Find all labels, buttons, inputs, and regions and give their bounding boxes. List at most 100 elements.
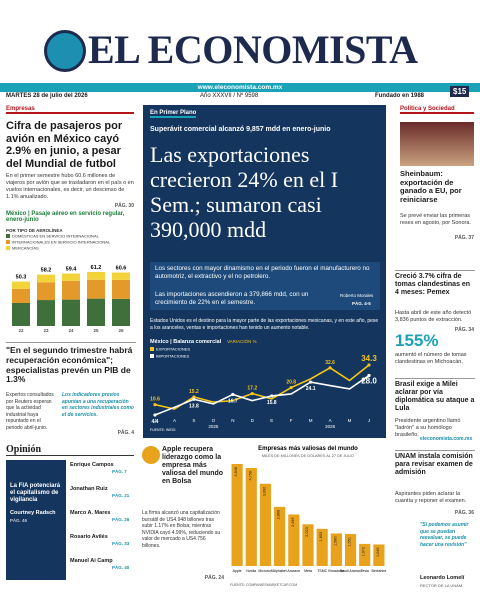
x-tick-label: 23 xyxy=(43,328,49,333)
featured-box xyxy=(6,460,66,580)
bar-segment xyxy=(87,272,105,280)
value-label: 1,045 xyxy=(376,547,380,557)
value-label: 15.8 xyxy=(267,400,277,406)
bar xyxy=(330,533,342,566)
legend-swatch xyxy=(6,246,10,250)
bar xyxy=(373,544,385,566)
bullet: Aspirantes piden aclarar la cuantía y re… xyxy=(395,491,467,505)
x-tick-label: Tesla xyxy=(361,569,369,573)
source: FUENTE: INEGI xyxy=(150,428,176,432)
columnist: Jonathan Ruiz xyxy=(70,486,108,492)
point xyxy=(367,373,371,378)
role: RECTOR DE LA UNAM xyxy=(420,583,463,588)
bar-segment xyxy=(62,280,80,300)
bullet: En el primer semestre hubo 60.6 millones… xyxy=(6,173,134,201)
year-label: 2026 xyxy=(325,424,336,429)
x-tick-label: Nvidia xyxy=(246,569,256,573)
bar-segment xyxy=(37,300,55,326)
section: Empresas xyxy=(6,106,134,114)
apple-badge xyxy=(142,446,160,464)
legend-label: IMPORTACIONES xyxy=(156,354,190,359)
bullet: Hasta abril de este año detectó 3,836 pu… xyxy=(395,310,472,324)
point xyxy=(192,397,196,401)
total-label: 60.6 xyxy=(116,266,127,272)
stat-text: aumentó el número de tomas clandestinas … xyxy=(395,352,467,366)
point xyxy=(367,363,371,367)
link[interactable]: eleconomista.com.mx xyxy=(420,436,473,442)
featured-page: PÁG. 46 xyxy=(10,518,28,523)
date: MARTES 28 de julio del 2026 xyxy=(6,93,88,99)
photo xyxy=(400,122,474,166)
bar xyxy=(359,543,371,566)
bullet: Las importaciones ascendieron a 379,866 … xyxy=(155,291,309,307)
author: Leonardo Lomelí xyxy=(420,575,465,581)
masthead: EL ECONOMISTA xyxy=(88,27,418,72)
aside: Los indicadores previos apuntan a una re… xyxy=(62,392,134,418)
legend-label: MERCANCÍAS xyxy=(12,246,39,251)
logo xyxy=(44,30,86,72)
x-tick-label: M xyxy=(348,418,352,423)
value-label: 2,499 xyxy=(291,517,295,527)
legend-label: EXPORTACIONES xyxy=(156,347,190,352)
columnist: Enrique Campos xyxy=(70,462,114,468)
x-tick-label: Amazon xyxy=(287,569,300,573)
point xyxy=(328,366,332,370)
total-label: 58.2 xyxy=(41,268,52,274)
bar xyxy=(231,464,243,566)
point xyxy=(192,395,196,399)
x-tick-label: Broadcom xyxy=(328,569,344,573)
source: FUENTE: COMPANIESMARKETCAP.COM xyxy=(230,583,297,587)
bar xyxy=(288,514,300,566)
x-tick-label: M xyxy=(309,418,313,423)
byline: Roberto Morales xyxy=(340,293,374,298)
bar xyxy=(344,534,357,566)
headline: Sheinbaum: exportación de ganado a EU, p… xyxy=(400,169,462,204)
value-label: 3,990 xyxy=(262,487,266,497)
legend-swatch xyxy=(6,240,10,244)
passenger-chart: DOMÉSTICAS EN SERVICIO INTERNACIONALINTE… xyxy=(6,234,130,333)
year-label: 2025 xyxy=(208,424,219,429)
section: En Primer Plano xyxy=(150,110,197,118)
chart-title: México | Pasaje aéreo en servicio regula… xyxy=(6,211,125,223)
x-tick-label: A xyxy=(329,418,332,423)
page-ref: PÁG. 4-5 xyxy=(352,301,371,306)
value-label: 10.6 xyxy=(150,397,160,403)
featured-author: Courtney Radsch xyxy=(10,510,56,516)
x-tick-label: N xyxy=(231,418,234,423)
headline: "En el segundo trimestre habrá recuperac… xyxy=(6,342,136,385)
bar-segment xyxy=(62,299,80,326)
bar-segment xyxy=(112,272,130,280)
url-bar: www.eleconomista.com.mx xyxy=(0,83,480,92)
x-tick-label: 24 xyxy=(68,328,74,333)
opinion-title: Opinión xyxy=(6,444,134,456)
x-tick-label: D xyxy=(251,418,255,423)
x-tick-label: A xyxy=(173,418,176,423)
bullet: Los sectores con mayor dinamismo en el p… xyxy=(155,265,370,281)
bar-segment xyxy=(112,279,130,299)
x-tick-label: 25 xyxy=(93,328,99,333)
bar-segment xyxy=(12,288,30,303)
body: Expertos consultados por Reuters esperan… xyxy=(6,392,54,431)
bar xyxy=(316,528,328,566)
chart-subtitle: POR TIPO DE AEROLÍNEA xyxy=(6,228,63,233)
headline: Creció 3.7% cifra de tomas clandestinas … xyxy=(395,270,475,297)
trade-chart: México | Balanza comercial VARIACIÓN % EXP… xyxy=(150,338,377,432)
page-ref: PÁG. 36 xyxy=(454,510,474,516)
x-tick-label: Apple xyxy=(233,569,242,573)
point xyxy=(289,385,293,390)
headline: UNAM instala comisión para revisar exame… xyxy=(395,450,475,477)
page-ref: PÁG. 30 xyxy=(114,203,134,209)
page-ref: PÁG. 33 xyxy=(112,541,130,546)
total-label: 61.2 xyxy=(91,265,102,271)
price: $15 xyxy=(450,86,470,97)
page-ref: PÁG. 7 xyxy=(112,469,127,474)
x-tick-label: Berkshire xyxy=(372,569,387,573)
legend-label: INTERNACIONALES EN SERVICIO INTERNACIONA… xyxy=(12,240,111,245)
value-label: 13.8 xyxy=(189,403,199,409)
line xyxy=(154,364,370,410)
point xyxy=(309,380,313,384)
value-label: 2,023 xyxy=(305,527,309,537)
bullets-band xyxy=(150,262,380,310)
x-tick-label: Meta xyxy=(304,569,312,573)
